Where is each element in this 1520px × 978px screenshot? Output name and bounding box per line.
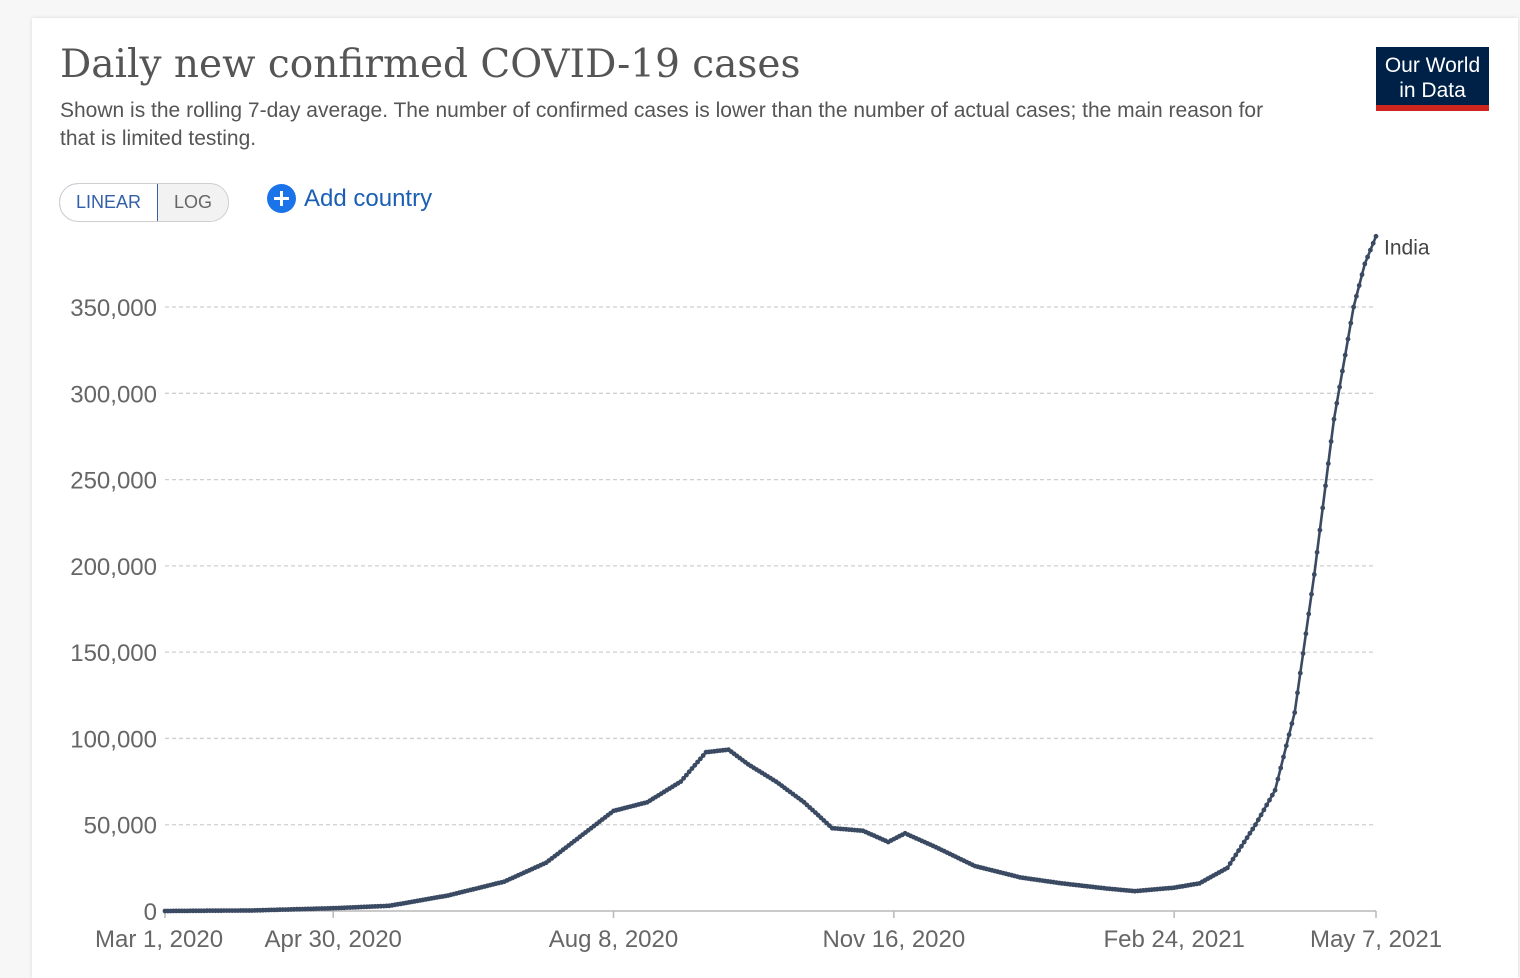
x-tick-label: Feb 24, 2021 [1103,926,1244,953]
x-tick-label: Mar 1, 2020 [95,926,223,953]
data-point [1362,261,1368,267]
add-country-button[interactable]: Add country [267,184,432,213]
data-point [1239,843,1244,849]
data-point [1368,247,1373,253]
series-line-india [165,235,1378,913]
data-point [700,753,706,758]
data-point [681,775,686,781]
data-point [1345,336,1351,342]
data-point [1356,283,1362,288]
add-country-label: Add country [304,184,433,212]
data-point [1253,822,1258,828]
data-point [698,756,703,762]
data-point [1340,368,1345,374]
y-tick-label: 300,000 [70,381,157,408]
data-point [1351,304,1356,310]
data-point [684,772,689,778]
data-point [1300,651,1306,656]
data-point [692,762,698,768]
data-point [1289,721,1295,726]
data-point [1311,572,1317,577]
data-point [1261,807,1267,813]
data-point [1225,865,1230,871]
data-point [1236,848,1241,853]
data-point [1269,792,1275,798]
data-point [1354,293,1359,299]
data-point [1258,812,1264,818]
data-point [1264,802,1270,808]
y-tick-label: 50,000 [84,813,157,840]
data-point [1275,776,1281,782]
data-point [1250,826,1256,832]
data-point [1328,439,1334,444]
y-tick-label: 150,000 [70,640,157,667]
y-tick-label: 350,000 [70,295,157,322]
chart-title: Daily new confirmed COVID-19 cases [60,42,801,87]
y-tick-label: 250,000 [70,468,157,495]
data-point [1359,272,1365,278]
data-point [1281,754,1286,760]
x-tick-label: May 7, 2021 [1310,926,1442,953]
data-point [1244,835,1250,841]
data-point [1247,830,1253,836]
data-point [1306,611,1312,617]
data-point [1309,591,1314,597]
data-point [1365,254,1370,260]
data-point [1323,483,1328,489]
linear-scale-button[interactable]: LINEAR [60,184,159,221]
data-point [1233,852,1239,858]
data-point [1317,527,1323,533]
plus-circle-icon [267,184,296,213]
x-tick-label: Apr 30, 2020 [264,926,401,953]
data-point [1373,233,1379,239]
data-point [1342,352,1348,358]
data-point [1295,690,1300,696]
data-point [1337,384,1342,390]
data-point [1320,505,1326,511]
data-point [1241,839,1247,845]
data-point [1283,743,1289,749]
log-scale-button[interactable]: LOG [174,192,213,212]
owid-logo[interactable]: Our World in Data [1376,47,1489,111]
y-tick-label: 200,000 [70,554,157,581]
data-point [1267,797,1272,803]
data-point [1272,787,1278,793]
data-point [1348,320,1354,326]
data-point [695,759,700,765]
chart-card: Daily new confirmed COVID-19 cases Shown… [32,18,1518,978]
x-tick-label: Aug 8, 2020 [549,926,678,953]
data-point [1278,765,1284,771]
data-point [1286,732,1292,738]
data-point [1370,240,1376,246]
data-point [1331,416,1337,422]
data-point [1334,400,1340,406]
data-point [1314,549,1320,555]
y-tick-label: 100,000 [70,726,157,753]
y-tick-label: 0 [144,899,157,926]
series-label-india: India [1384,236,1430,259]
data-point [1325,461,1331,466]
data-point [1227,861,1233,866]
data-point [1303,631,1309,637]
logo-line-1: Our World [1384,54,1481,77]
scale-toggle: LINEAR LOG [59,183,230,222]
data-point [678,779,684,784]
data-point [689,766,695,771]
data-point [686,769,692,775]
data-point [1297,670,1303,676]
data-point [1292,710,1298,715]
data-point [1255,817,1261,823]
x-tick-label: Nov 16, 2020 [822,926,965,953]
logo-line-2: in Data [1399,79,1466,102]
data-point [1230,856,1236,862]
chart-subtitle: Shown is the rolling 7-day average. The … [60,99,1264,150]
